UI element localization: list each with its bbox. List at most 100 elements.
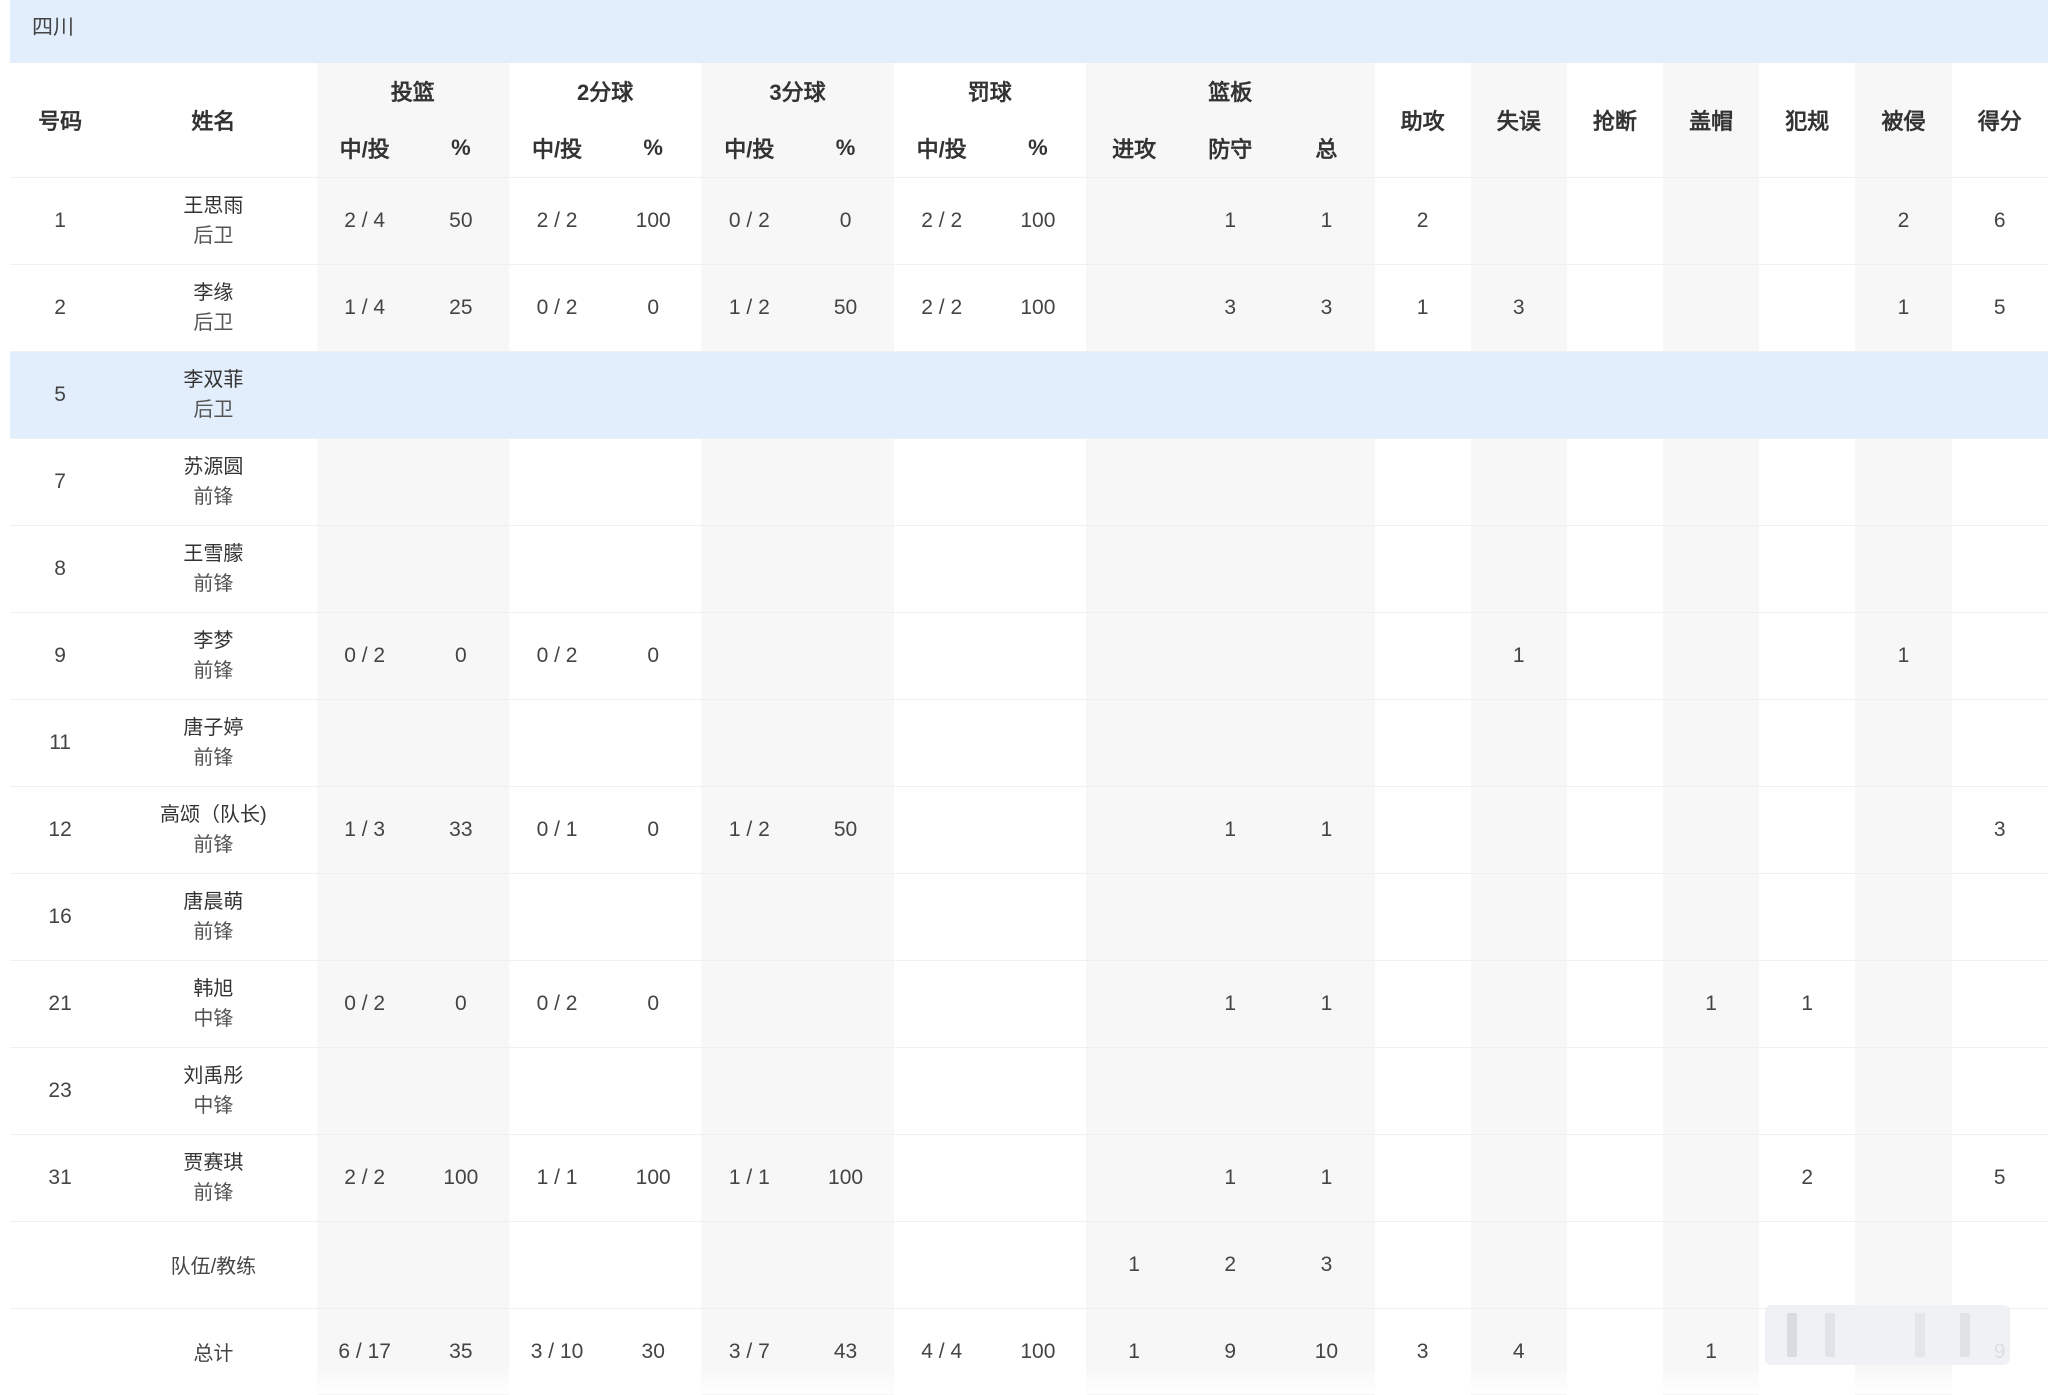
player-name-cell[interactable]: 刘禹彤 中锋 [110, 1046, 317, 1134]
col-header-pf[interactable]: 犯规 [1785, 108, 1830, 134]
col-header-three-pct[interactable]: % [797, 119, 894, 177]
stat-oreb: 1 [1085, 1307, 1183, 1395]
stat-blk: 1 [1663, 959, 1760, 1047]
stat-fg-pct: 25 [412, 263, 509, 351]
stat-two: 1 / 1 [508, 1133, 606, 1221]
stat-fd [1855, 350, 1952, 438]
stat-blk [1663, 176, 1760, 264]
player-name[interactable]: 唐晨萌 [183, 890, 244, 913]
col-header-pts[interactable]: 得分 [1977, 108, 2022, 134]
col-header-stl[interactable]: 抢断 [1592, 108, 1637, 134]
player-row: 31 贾赛琪 前锋 2 / 2 100 1 / 1 100 1 / 1 100 1 1 2 5 [10, 1133, 2048, 1221]
stat-ft [893, 1220, 990, 1308]
col-header-oreb[interactable]: 进攻 [1085, 119, 1183, 177]
player-name[interactable]: 唐子婷 [183, 716, 244, 739]
stat-stl [1566, 611, 1664, 699]
col-header-fd[interactable]: 被侵 [1855, 63, 1952, 177]
stat-fd: 1 [1855, 611, 1952, 699]
stat-dreb: 9 [1182, 1307, 1279, 1395]
col-header-fg-pct[interactable]: % [412, 119, 509, 177]
player-name-cell[interactable]: 唐子婷 前锋 [110, 698, 317, 786]
col-header-ast[interactable]: 助攻 [1400, 108, 1445, 134]
player-number: 31 [10, 1133, 111, 1221]
player-name-cell[interactable]: 高颂（队长) 前锋 [110, 785, 317, 873]
stat-three-pct [797, 698, 894, 786]
player-name[interactable]: 李缘 [193, 281, 234, 304]
stat-to [1470, 437, 1567, 525]
player-name-cell[interactable]: 贾赛琪 前锋 [110, 1133, 317, 1221]
stat-fd [1855, 872, 1952, 960]
player-name[interactable]: 李梦 [193, 629, 234, 652]
col-header-to[interactable]: 失误 [1470, 63, 1567, 177]
col-header-fg-made-att[interactable]: 中/投 [316, 119, 413, 177]
stat-fd [1855, 785, 1952, 873]
player-row: 5 李双菲 后卫 [10, 350, 2048, 438]
stat-pf [1759, 1220, 1856, 1308]
player-name[interactable]: 苏源圆 [183, 455, 244, 478]
col-header-three-made-att[interactable]: 中/投 [701, 119, 798, 177]
player-number: 23 [10, 1046, 111, 1134]
stat-dreb [1182, 872, 1279, 960]
player-name-cell[interactable]: 李梦 前锋 [110, 611, 317, 699]
stat-pf [1759, 524, 1856, 612]
stat-stl [1566, 872, 1664, 960]
stat-oreb [1085, 263, 1183, 351]
player-name-cell[interactable]: 王雪朦 前锋 [110, 524, 317, 612]
player-name[interactable]: 贾赛琪 [183, 1151, 244, 1174]
stat-fg-pct: 100 [412, 1133, 509, 1221]
stat-fg-pct [412, 437, 509, 525]
stat-fg-pct: 0 [412, 959, 509, 1047]
player-name-cell[interactable]: 李双菲 后卫 [110, 350, 317, 438]
col-header-two-pct[interactable]: % [643, 134, 663, 160]
stat-three [701, 872, 798, 960]
stat-ast [1374, 872, 1471, 960]
stat-ft: 4 / 4 [893, 1307, 990, 1395]
col-header-number[interactable]: 号码 [38, 108, 83, 134]
player-name[interactable]: 刘禹彤 [183, 1064, 244, 1087]
stat-to: 4 [1470, 1307, 1567, 1395]
stat-three: 3 / 7 [701, 1307, 798, 1395]
stat-stl [1566, 959, 1664, 1047]
col-header-blk[interactable]: 盖帽 [1663, 63, 1760, 177]
col-header-ft-made-att[interactable]: 中/投 [916, 136, 967, 162]
player-name[interactable]: 王雪朦 [183, 542, 244, 565]
stat-three-pct [797, 437, 894, 525]
player-name[interactable]: 李双菲 [183, 368, 244, 391]
row-label-text: 队伍/教练 [170, 1256, 257, 1278]
col-header-name[interactable]: 姓名 [191, 108, 236, 134]
stat-fg: 0 / 2 [316, 959, 413, 1047]
player-name[interactable]: 高颂（队长) [160, 803, 267, 826]
stat-three-pct [797, 872, 894, 960]
stat-three-pct: 50 [797, 785, 894, 873]
stat-two [508, 1220, 606, 1308]
stat-ft-pct [989, 959, 1086, 1047]
player-name-cell[interactable]: 苏源圆 前锋 [110, 437, 317, 525]
stat-to [1470, 1220, 1567, 1308]
col-header-two-made-att[interactable]: 中/投 [531, 136, 583, 162]
stat-ft-pct [989, 698, 1086, 786]
player-name-cell[interactable]: 韩旭 中锋 [110, 959, 317, 1047]
player-name-cell[interactable]: 唐晨萌 前锋 [110, 872, 317, 960]
stat-ft [893, 698, 990, 786]
col-header-reb[interactable]: 总 [1278, 119, 1375, 177]
player-name-cell[interactable]: 李缘 后卫 [110, 263, 317, 351]
player-name[interactable]: 韩旭 [193, 977, 234, 1000]
blurred-overlay [1765, 1305, 2010, 1365]
player-name-cell[interactable]: 王思雨 后卫 [110, 176, 317, 264]
stat-fg: 2 / 2 [316, 1133, 413, 1221]
stat-pts [1951, 611, 2048, 699]
stat-ft [893, 959, 990, 1047]
player-position: 中锋 [193, 1007, 234, 1030]
stat-blk [1663, 437, 1760, 525]
stat-stl [1566, 350, 1664, 438]
stat-reb: 1 [1278, 785, 1375, 873]
stat-ft-pct [989, 437, 1086, 525]
stat-stl [1566, 1307, 1664, 1395]
col-header-dreb[interactable]: 防守 [1182, 119, 1279, 177]
stat-blk [1663, 872, 1760, 960]
stat-ft-pct: 100 [989, 263, 1086, 351]
stat-reb [1278, 872, 1375, 960]
col-header-ft-pct[interactable]: % [1028, 134, 1048, 160]
stat-fg-pct: 33 [412, 785, 509, 873]
player-name[interactable]: 王思雨 [183, 194, 244, 217]
